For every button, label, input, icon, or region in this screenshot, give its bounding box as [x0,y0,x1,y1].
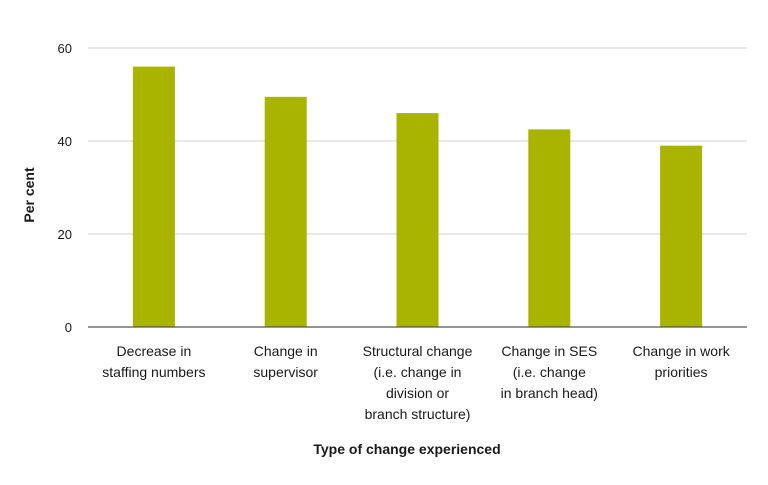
bar-4 [528,129,571,327]
category-label-line: (i.e. change in [374,364,462,380]
category-label-2: Change in supervisor [253,343,318,380]
category-label-line: Change in [254,343,318,359]
category-label-line: supervisor [253,364,318,380]
category-label-line: Decrease in [117,343,192,359]
category-label-5: Change in work priorities [632,343,730,380]
y-tick-label-20: 20 [58,227,72,242]
bar-5 [660,145,703,327]
category-label-line: Change in work [632,343,730,359]
y-axis-ticks: 0 20 40 60 [58,41,72,335]
y-axis-title: Per cent [21,167,37,223]
bars [132,66,703,327]
category-label-line: division or [386,385,449,401]
category-label-line: Structural change [363,343,473,359]
x-axis-title: Type of change experienced [313,441,500,457]
category-label-line: Change in SES [501,343,597,359]
category-label-line: branch structure) [365,406,471,422]
y-tick-label-0: 0 [65,320,72,335]
category-label-line: staffing numbers [102,364,205,380]
category-label-4: Change in SES (i.e. change in branch head) [501,343,598,401]
category-label-line: (i.e. change [513,364,586,380]
bar-1 [132,66,175,327]
category-label-line: in branch head) [501,385,598,401]
category-label-1: Decrease in staffing numbers [102,343,205,380]
y-tick-label-60: 60 [58,41,72,56]
y-tick-label-40: 40 [58,134,72,149]
category-label-line: priorities [655,364,708,380]
bar-3 [396,113,439,327]
bar-2 [264,96,307,327]
x-axis-category-labels: Decrease in staffing numbers Change in supe… [102,343,730,422]
category-label-3: Structural change (i.e. change in division… [363,343,473,422]
